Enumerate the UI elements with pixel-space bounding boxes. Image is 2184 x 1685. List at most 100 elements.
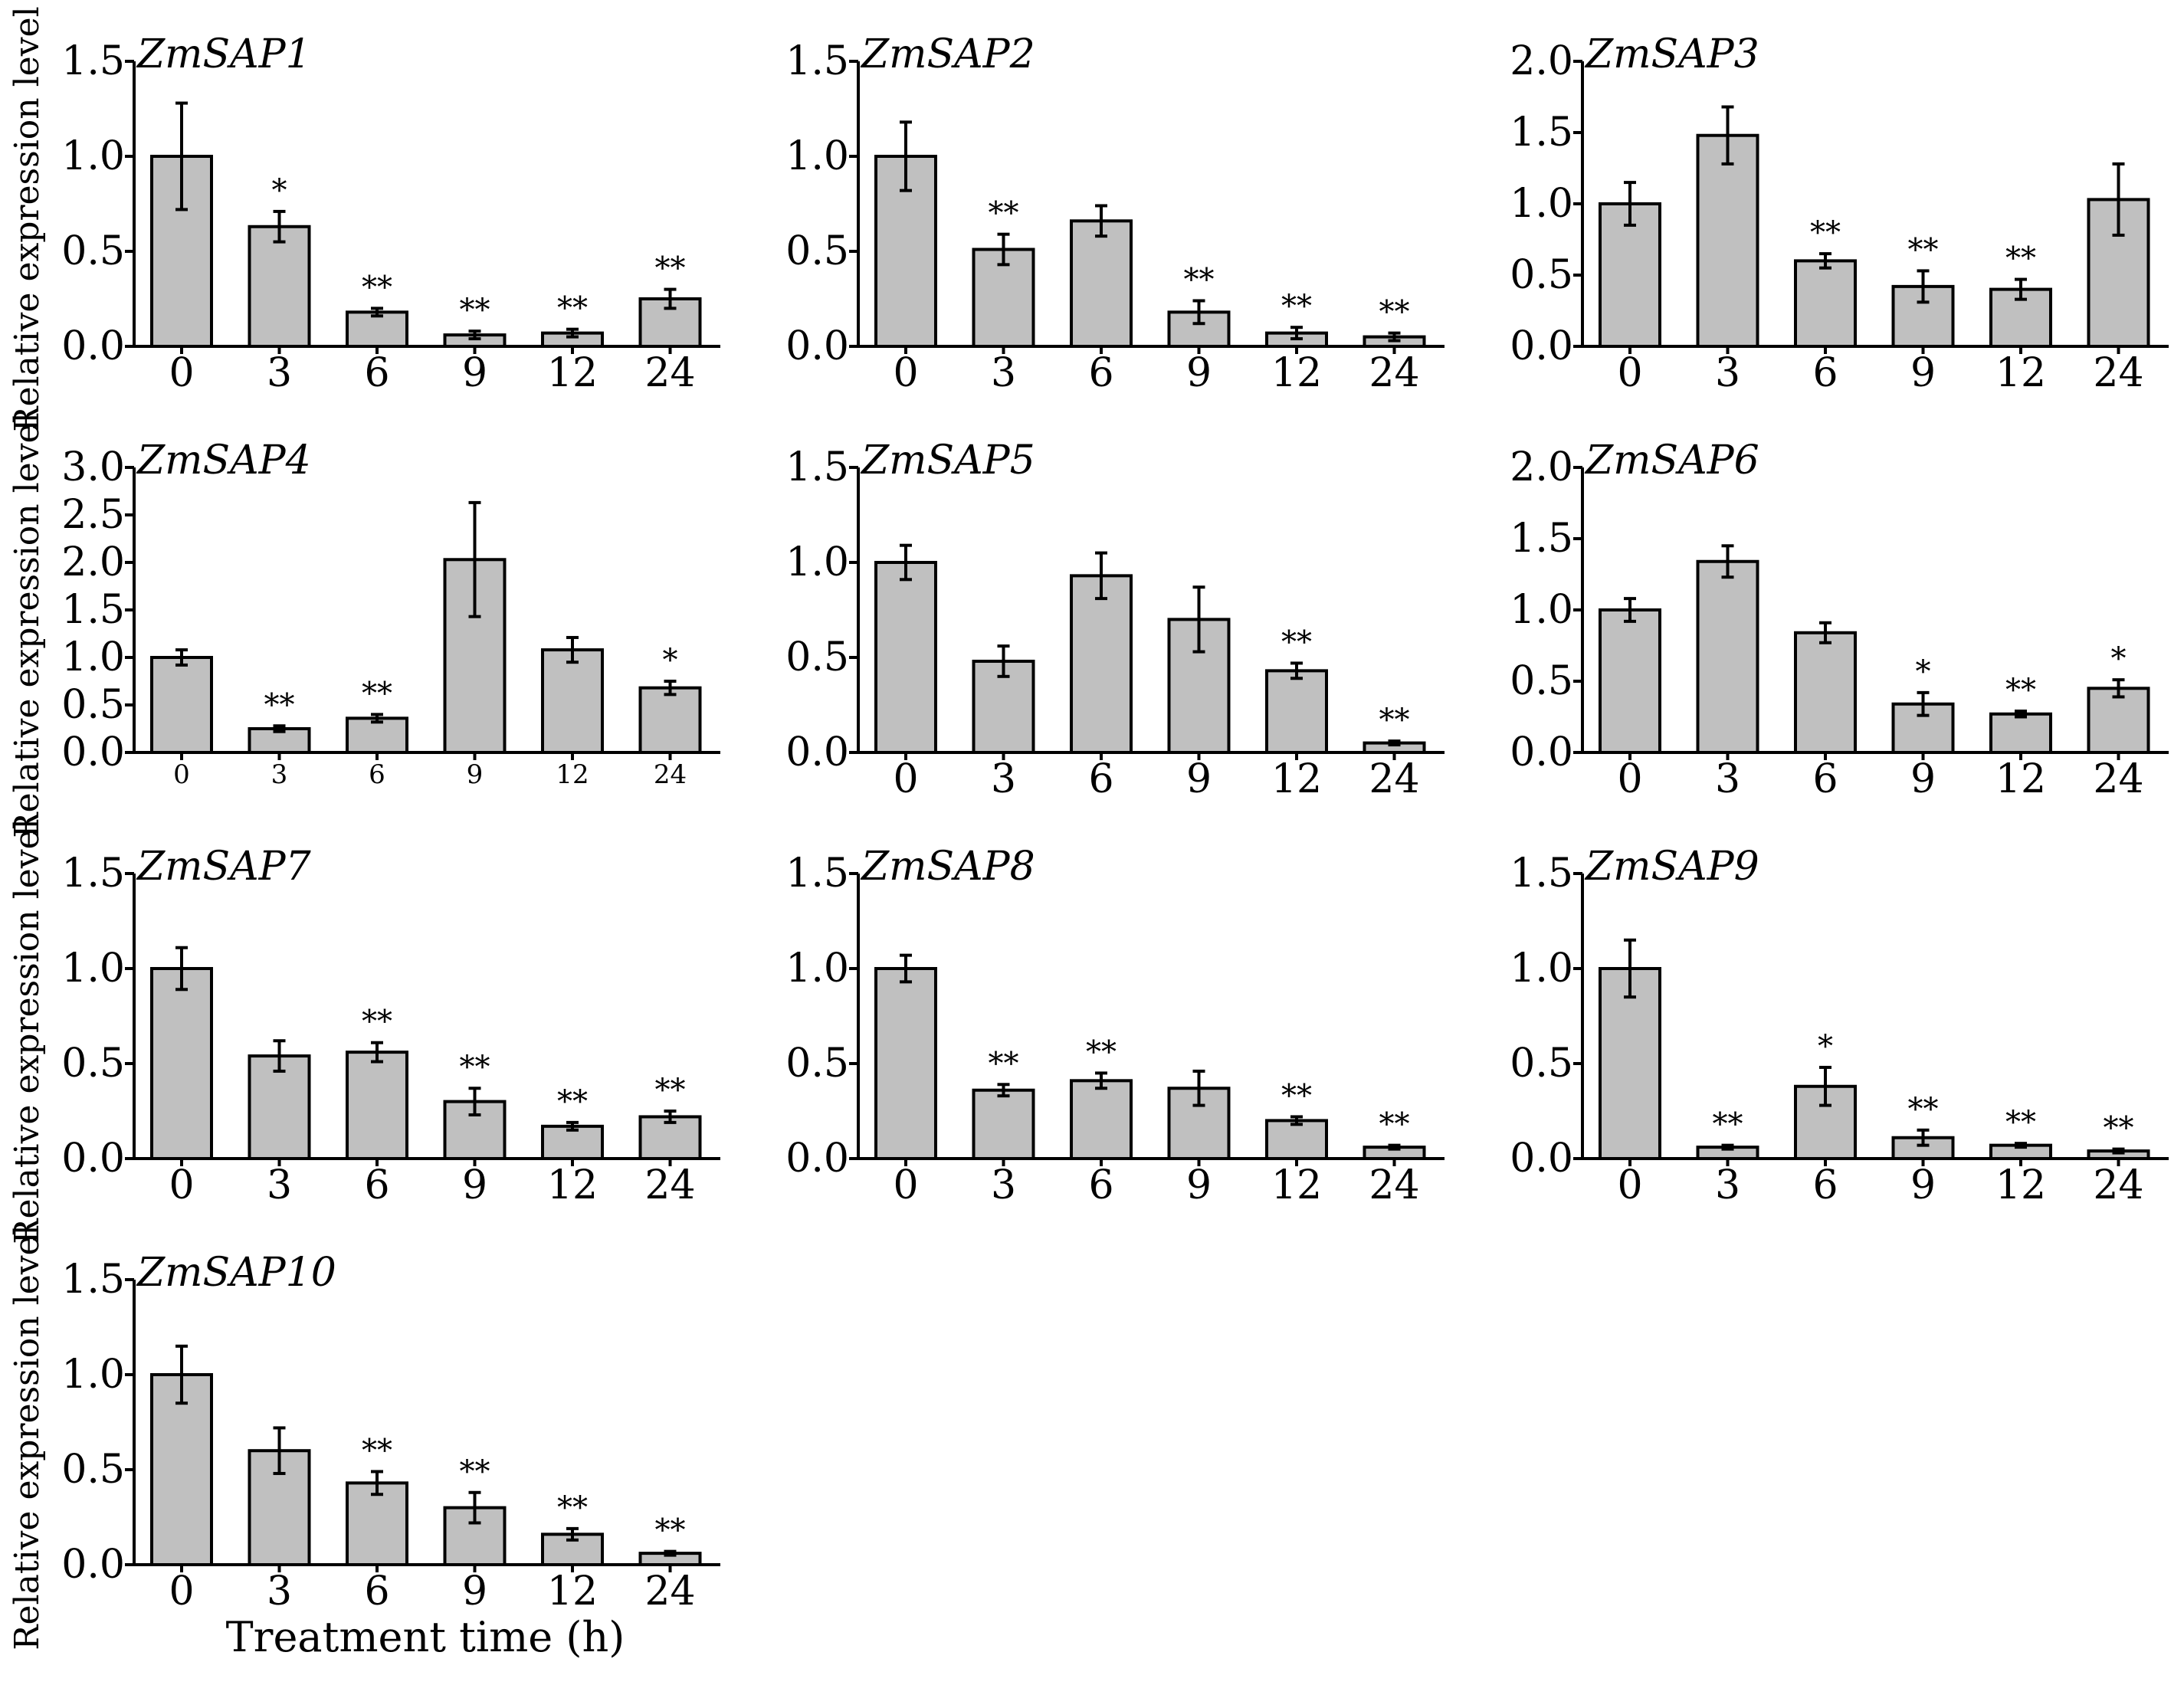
y-tick-label: 0.0 — [61, 729, 125, 775]
bar — [638, 686, 702, 754]
bar — [150, 967, 213, 1160]
y-tick-label: 0.0 — [61, 1136, 125, 1182]
x-tick-label: 3 — [267, 1162, 292, 1208]
y-tick-label: 1.5 — [1510, 110, 1573, 156]
x-tick-label: 6 — [1812, 350, 1838, 396]
y-tick-label: 1.0 — [61, 946, 125, 992]
x-tick-label: 3 — [1715, 350, 1740, 396]
chart-title: ZmSAP10 — [136, 1250, 336, 1296]
y-axis-label: Relative expression level — [8, 1224, 47, 1650]
chart-title: ZmSAP1 — [136, 31, 311, 77]
x-tick-label: 12 — [1271, 756, 1322, 802]
x-tick-label: 24 — [1369, 350, 1419, 396]
significance-marker: * — [272, 173, 287, 208]
bar — [1989, 712, 2052, 755]
y-tick-label: 0.0 — [61, 1542, 125, 1588]
bar — [638, 1115, 702, 1160]
x-tick-label: 6 — [1088, 350, 1113, 396]
y-axis-label: Relative expression level — [8, 818, 47, 1244]
y-tick-label: 1.0 — [1510, 181, 1573, 227]
x-tick-label: 0 — [173, 759, 190, 790]
significance-marker: ** — [1379, 295, 1410, 330]
significance-marker: ** — [1281, 289, 1312, 324]
chart-panel-ZmSAP4: 0.00.51.01.52.02.53.0 ZmSAP4 0 ** 3 ** 6 9 12 * 24 — [61, 438, 720, 790]
x-tick-label: 6 — [364, 350, 389, 396]
significance-marker: ** — [362, 676, 392, 711]
x-tick-label: 12 — [1271, 1162, 1322, 1208]
significance-marker: * — [1916, 654, 1931, 690]
chart-panel-ZmSAP6: 0.0 0.5 1.0 1.5 2.0 ZmSAP6 0 3 6 * 9 ** 12 * 24 — [1510, 438, 2169, 802]
y-tick-label: 1.5 — [785, 444, 849, 490]
significance-marker: ** — [1379, 703, 1410, 738]
x-tick-label: 12 — [547, 1162, 598, 1208]
y-tick-label: 0.5 — [1510, 252, 1573, 298]
significance-marker: ** — [1908, 1092, 1939, 1127]
significance-marker: ** — [2005, 241, 2036, 277]
x-tick-label: 9 — [1910, 350, 1936, 396]
x-tick-label: 0 — [1617, 1162, 1642, 1208]
significance-marker: ** — [264, 687, 295, 723]
bar — [248, 225, 311, 349]
x-tick-label: 9 — [1186, 1162, 1212, 1208]
x-tick-label: 6 — [1812, 756, 1838, 802]
bar — [1599, 608, 1661, 754]
significance-marker: * — [1818, 1029, 1833, 1064]
y-tick-label: 1.5 — [785, 851, 849, 897]
y-tick-label: 3.0 — [61, 444, 125, 490]
bar — [150, 656, 213, 754]
x-tick-label: 24 — [644, 1569, 695, 1615]
x-tick-label: 9 — [1910, 756, 1936, 802]
bar — [1070, 219, 1133, 348]
significance-marker: ** — [1713, 1107, 1743, 1142]
x-tick-label: 12 — [547, 350, 598, 396]
bar — [874, 967, 937, 1160]
y-axis-label: Relative expression level — [8, 6, 47, 431]
significance-marker: ** — [655, 1513, 686, 1549]
significance-marker: * — [2111, 641, 2127, 677]
y-tick-label: 0.5 — [785, 1041, 849, 1087]
bar — [541, 648, 604, 755]
x-tick-label: 3 — [267, 350, 292, 396]
chart-panel-ZmSAP5: 0.0 0.5 1.0 1.5 ZmSAP5 0 3 6 9 ** 12 ** 24 — [785, 438, 1445, 802]
y-axis-label: Relative expression level — [8, 412, 47, 838]
x-tick-label: 3 — [991, 756, 1016, 802]
significance-marker: ** — [989, 196, 1019, 231]
x-tick-label: 6 — [364, 1569, 389, 1615]
y-tick-label: 2.0 — [61, 539, 125, 585]
x-tick-label: 3 — [991, 1162, 1016, 1208]
y-tick-label: 1.5 — [61, 38, 125, 84]
x-tick-label: 6 — [369, 759, 385, 790]
bar — [972, 1088, 1035, 1160]
y-tick-label: 1.0 — [61, 133, 125, 179]
y-tick-label: 0.5 — [61, 228, 125, 274]
bar — [1696, 133, 1759, 348]
x-tick-label: 9 — [1186, 756, 1212, 802]
chart-title: ZmSAP8 — [860, 844, 1035, 890]
significance-marker: ** — [557, 291, 588, 326]
x-tick-label: 24 — [2093, 350, 2143, 396]
y-tick-label: 0.5 — [1510, 1041, 1573, 1087]
x-tick-label: 24 — [2093, 1162, 2143, 1208]
x-tick-label: 9 — [467, 759, 484, 790]
chart-panel-ZmSAP2: 0.0 0.5 1.0 1.5 ZmSAP2 0 ** 3 6 ** 9 ** 12 ** 24 — [785, 31, 1445, 396]
chart-panel-ZmSAP3: 0.0 0.5 1.0 1.5 2.0 ZmSAP3 0 3 ** 6 ** 9 ** 12 24 — [1510, 31, 2169, 396]
significance-marker: ** — [460, 293, 490, 328]
x-tick-label: 6 — [1812, 1162, 1838, 1208]
bar — [1265, 669, 1328, 754]
y-tick-label: 1.5 — [1510, 851, 1573, 897]
y-tick-label: 0.0 — [785, 323, 849, 369]
y-tick-label: 1.0 — [1510, 587, 1573, 633]
significance-marker: ** — [362, 1433, 392, 1468]
y-tick-label: 1.5 — [785, 38, 849, 84]
chart-title: ZmSAP9 — [1584, 844, 1759, 890]
bar — [1794, 631, 1857, 755]
x-tick-label: 3 — [1715, 756, 1740, 802]
y-tick-label: 0.5 — [1510, 658, 1573, 704]
significance-marker: ** — [460, 1454, 490, 1490]
x-tick-label: 24 — [1369, 1162, 1419, 1208]
significance-marker: ** — [557, 1084, 588, 1120]
y-tick-label: 0.0 — [1510, 1136, 1573, 1182]
bar — [1696, 559, 1759, 755]
chart-title: ZmSAP5 — [860, 438, 1035, 484]
